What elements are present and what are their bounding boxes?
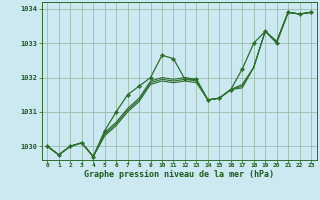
X-axis label: Graphe pression niveau de la mer (hPa): Graphe pression niveau de la mer (hPa) (84, 170, 274, 179)
